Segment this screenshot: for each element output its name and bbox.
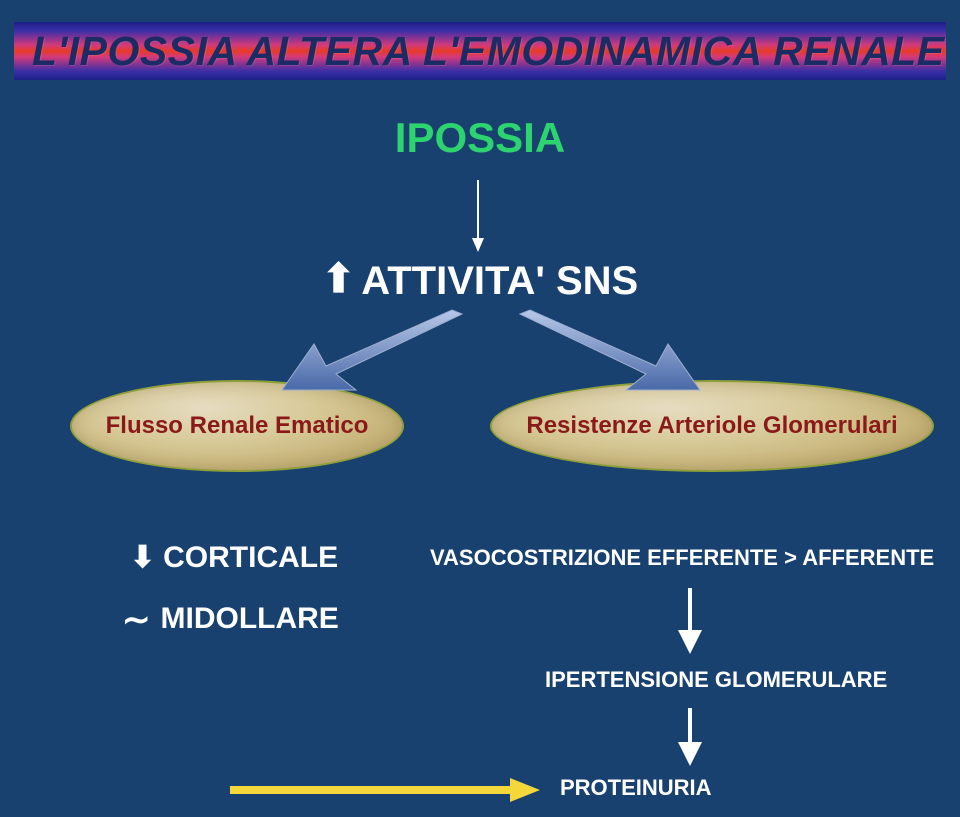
tilde-icon: ∼ bbox=[122, 600, 151, 640]
ipertensione-label: IPERTENSIONE GLOMERULARE bbox=[545, 667, 887, 693]
page-title: L'IPOSSIA ALTERA L'EMODINAMICA RENALE bbox=[32, 28, 945, 75]
midollare-text: MIDOLLARE bbox=[161, 602, 339, 635]
attivita-label: ⬆ATTIVITA' SNS bbox=[0, 258, 960, 304]
corticale-text: CORTICALE bbox=[163, 541, 338, 574]
ipossia-label: IPOSSIA bbox=[0, 114, 960, 162]
proteinuria-label: PROTEINURIA bbox=[560, 775, 712, 801]
resistenze-ellipse: Resistenze Arteriole Glomerulari bbox=[490, 380, 934, 472]
vasocostrizione-label: VASOCOSTRIZIONE EFFERENTE > AFFERENTE bbox=[430, 545, 934, 571]
arrow-attivita-to-left bbox=[282, 310, 462, 390]
down-arrow-icon: ⬇ bbox=[130, 540, 155, 575]
up-arrow-icon: ⬆ bbox=[322, 256, 356, 302]
arrow-bottom-yellow bbox=[230, 778, 540, 802]
title-bar: L'IPOSSIA ALTERA L'EMODINAMICA RENALE bbox=[14, 22, 946, 80]
resistenze-text: Resistenze Arteriole Glomerulari bbox=[526, 412, 897, 440]
flusso-ellipse: Flusso Renale Ematico bbox=[70, 380, 404, 472]
midollare-label: ∼ MIDOLLARE bbox=[122, 600, 339, 640]
corticale-label: ⬇CORTICALE bbox=[130, 540, 338, 575]
arrow-attivita-to-right bbox=[520, 310, 700, 390]
flusso-text: Flusso Renale Ematico bbox=[106, 412, 369, 440]
attivita-text: ATTIVITA' SNS bbox=[361, 259, 638, 303]
